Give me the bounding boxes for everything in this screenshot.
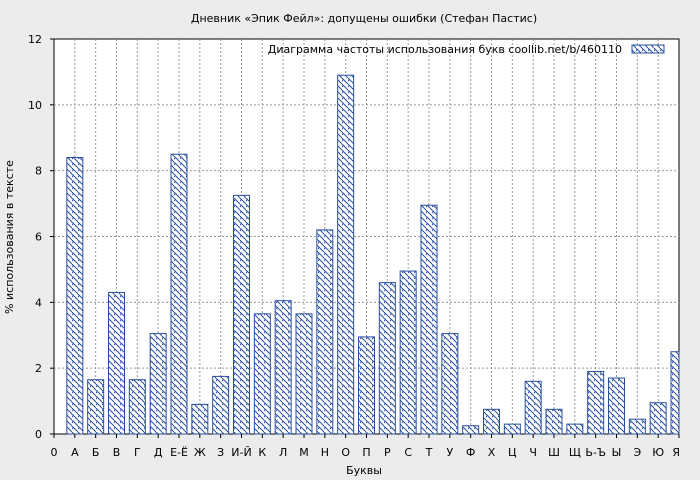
y-tick-label: 6 — [35, 231, 42, 244]
x-tick-label: Ч — [529, 446, 537, 459]
y-tick-label: 8 — [35, 165, 42, 178]
bar-Ж — [191, 403, 209, 435]
bar-Ш — [545, 408, 563, 435]
x-tick-label: Ж — [194, 446, 206, 459]
bar-М — [295, 313, 313, 435]
legend-label: Диаграмма частоты использования букв coo… — [268, 43, 622, 56]
bar-Л — [274, 300, 292, 435]
bar-Г — [128, 379, 146, 435]
y-tick-label: 12 — [28, 33, 42, 46]
x-axis-ticks: 0 А Б В Г Д Е-Ё Ж З И-Й К Л М Н О П Р С Т У Ф Х Ц Ч Ш Щ Ь-Ъ Ы Э Ю Я — [51, 434, 680, 459]
x-tick-label: С — [404, 446, 412, 459]
x-tick-label: Е-Ё — [170, 446, 188, 459]
x-tick-label: Л — [279, 446, 287, 459]
x-tick-label: М — [299, 446, 309, 459]
bar-Б — [87, 379, 105, 435]
bar-А — [66, 157, 84, 435]
x-tick-label: Д — [154, 446, 163, 459]
y-tick-label: 10 — [28, 99, 42, 112]
x-tick-label: П — [362, 446, 370, 459]
x-tick-label: Ы — [612, 446, 622, 459]
bar-Н — [316, 229, 334, 435]
bar-Щ — [566, 423, 584, 435]
x-tick-label: Г — [134, 446, 141, 459]
y-axis-ticks: 0 2 4 6 8 10 12 — [28, 33, 54, 441]
bar-Я — [670, 351, 680, 435]
bar-Ц — [503, 423, 521, 435]
y-axis-label: % использования в тексте — [3, 160, 16, 314]
x-tick-label: Ф — [466, 446, 475, 459]
bar-З — [212, 375, 230, 435]
x-tick-label: Ю — [652, 446, 664, 459]
bar-О — [337, 74, 355, 435]
x-tick-label: 0 — [51, 446, 58, 459]
x-tick-label: Т — [425, 446, 433, 459]
bar-Ю — [649, 402, 667, 435]
y-tick-label: 4 — [35, 296, 42, 309]
bar-Э — [628, 418, 646, 435]
x-tick-label: Ц — [508, 446, 517, 459]
bar-Ь-Ъ — [587, 370, 605, 435]
x-tick-label: У — [446, 446, 453, 459]
x-tick-label: И-Й — [231, 446, 251, 459]
bar-Д — [149, 333, 167, 435]
bar-Х — [483, 408, 500, 435]
x-tick-label: Р — [384, 446, 391, 459]
bar-Р — [378, 282, 396, 435]
legend: Диаграмма частоты использования букв coo… — [268, 43, 665, 56]
x-tick-label: Э — [633, 446, 641, 459]
x-tick-label: Х — [488, 446, 496, 459]
y-tick-label: 2 — [35, 362, 42, 375]
bars-group — [66, 74, 680, 435]
x-tick-label: О — [341, 446, 350, 459]
x-tick-label: Ь-Ъ — [585, 446, 606, 459]
bar-Е-Ё — [170, 153, 188, 435]
bar-Ч — [524, 380, 542, 435]
x-tick-label: А — [71, 446, 79, 459]
bar-У — [441, 333, 459, 435]
x-tick-label: В — [113, 446, 121, 459]
bar-Т — [420, 204, 438, 435]
bar-Ы — [608, 377, 625, 435]
bar-Ф — [462, 425, 480, 435]
bar-К — [253, 313, 271, 435]
x-axis-label: Буквы — [346, 464, 382, 477]
chart-title: Дневник «Эпик Фейл»: допущены ошибки (Ст… — [191, 12, 537, 25]
x-tick-label: Щ — [569, 446, 581, 459]
x-tick-label: Ш — [548, 446, 560, 459]
x-tick-label: Б — [92, 446, 100, 459]
y-tick-label: 0 — [35, 428, 42, 441]
bar-В — [108, 291, 125, 435]
bar-С — [399, 270, 417, 435]
x-tick-label: К — [258, 446, 266, 459]
legend-swatch — [631, 44, 665, 54]
bar-П — [358, 336, 375, 435]
bar-И-Й — [233, 194, 250, 435]
x-tick-label: Я — [672, 446, 680, 459]
x-tick-label: З — [217, 446, 224, 459]
x-tick-label: Н — [321, 446, 329, 459]
